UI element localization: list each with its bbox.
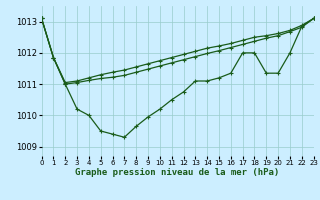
X-axis label: Graphe pression niveau de la mer (hPa): Graphe pression niveau de la mer (hPa) (76, 168, 280, 177)
